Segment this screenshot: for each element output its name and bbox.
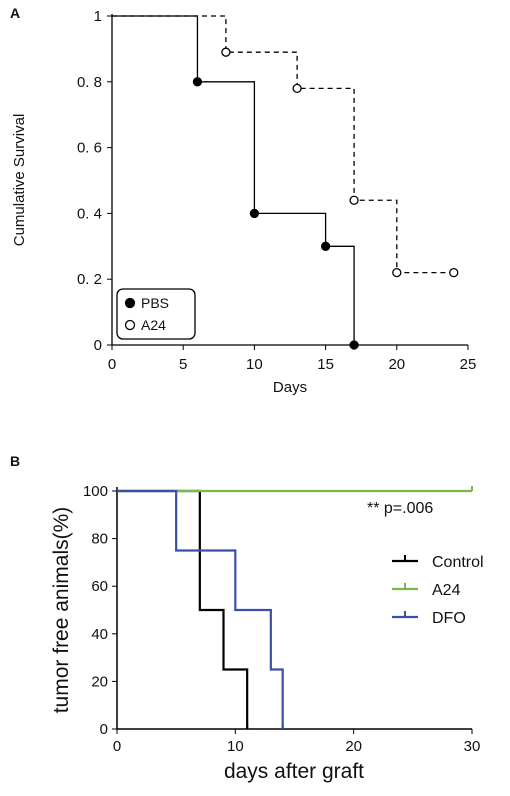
panel-b-y-tick-label: 60 [91, 578, 108, 595]
panel-b-legend-label: DFO [432, 610, 466, 627]
panel-a-legend-box [116, 288, 196, 340]
panel-b-y-tick-label: 20 [91, 673, 108, 690]
panel-a-y-tick-label: 0. 4 [77, 205, 102, 222]
panel-a-y-tick-label: 0. 8 [77, 74, 102, 91]
panel-a-y-tick-label: 0. 6 [77, 140, 102, 157]
panel-a-y-tick-label: 0 [94, 337, 102, 354]
panel-a-point-A24 [449, 267, 459, 278]
panel-a-series-line-A24 [112, 15, 454, 274]
panel-a-letter: A [10, 5, 20, 21]
panel-a-legend-marker [124, 319, 136, 331]
panel-b-letter: B [10, 453, 20, 469]
panel-b-series-line-DFO [117, 489, 284, 729]
panel-b-y-tick-label: 80 [91, 531, 108, 548]
panel-a-legend-label: A24 [141, 317, 166, 333]
panel-b-x-tick-label: 20 [345, 738, 362, 755]
panel-a-legend-marker [124, 297, 136, 309]
panel-b-chart: B 0 10 20 30 0 20 40 60 80 100 days after graft tumo… [10, 453, 484, 783]
panel-a-legend: PBS A24 [116, 288, 196, 340]
panel-b-series-line-Control [117, 489, 249, 729]
panel-b-legend-label: A24 [432, 582, 461, 599]
panel-a-point-PBS [249, 208, 260, 219]
panel-a-point-A24 [292, 83, 302, 94]
panel-a-x-axis-label: Days [273, 379, 307, 396]
panel-b-legend: Control A24 DFO [392, 554, 484, 627]
panel-a-x-tick-label: 25 [460, 356, 477, 373]
panel-b-y-tick-label: 40 [91, 626, 108, 643]
panel-a-y-axis-label: Cumulative Survival [11, 114, 28, 247]
panel-a-x-tick-label: 15 [317, 356, 334, 373]
panel-a-point-A24 [392, 267, 402, 278]
panel-b-legend-label: Control [432, 554, 484, 571]
panel-a-x-tick-label: 10 [246, 356, 263, 373]
panel-b-x-tick-label: 0 [113, 738, 121, 755]
panel-b-x-axis-label: days after graft [224, 760, 364, 783]
panel-b-y-tick-label: 0 [100, 721, 108, 738]
panel-a-chart: A 0 5 10 15 20 25 0 0. 2 0. 4 0. 6 0. 8 1 Days Cumulat… [10, 5, 476, 396]
panel-a-x-tick-label: 0 [108, 356, 116, 373]
panel-a-point-A24 [221, 47, 231, 57]
panel-a-y-tick-label: 0. 2 [77, 271, 102, 288]
panel-b-x-tick-label: 10 [227, 738, 244, 755]
panel-a-x-tick-label: 20 [388, 356, 405, 373]
panel-a-point-A24 [349, 195, 359, 205]
panel-b-p-value-annotation: ** p=.006 [367, 500, 433, 517]
panel-b-y-tick-label: 100 [83, 483, 108, 500]
panel-a-point-PBS [320, 241, 331, 251]
panel-a-point-PBS [349, 340, 359, 350]
panel-a-point-PBS [192, 77, 203, 87]
panel-a-x-tick-label: 5 [179, 356, 187, 373]
panel-b-y-axis-label: tumor free animals(%) [50, 507, 73, 714]
panel-a-y-tick-label: 1 [94, 8, 102, 25]
panel-b-x-tick-label: 30 [464, 738, 481, 755]
panel-a-legend-label: PBS [141, 295, 169, 311]
